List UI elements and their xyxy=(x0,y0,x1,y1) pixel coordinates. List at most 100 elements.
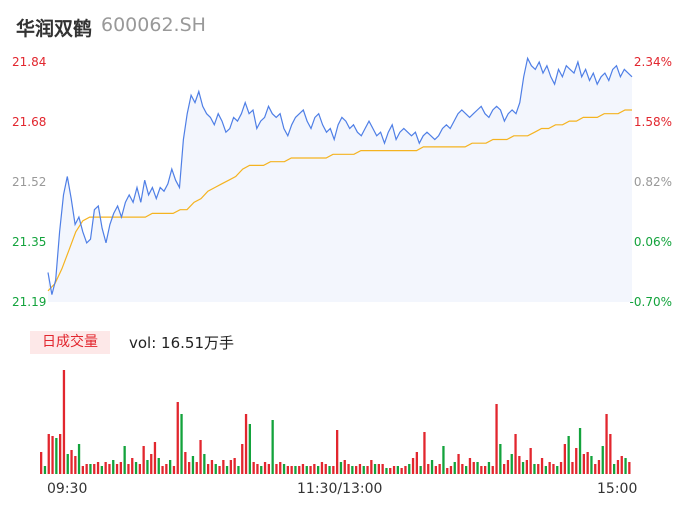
volume-bar xyxy=(567,436,570,474)
volume-bar xyxy=(559,462,563,474)
volume-bar xyxy=(628,462,631,474)
volume-bar xyxy=(199,440,202,474)
volume-bar xyxy=(244,414,248,474)
volume-bar xyxy=(465,466,468,474)
volume-bar xyxy=(590,456,593,474)
x-tick-close: 15:00 xyxy=(597,481,638,497)
volume-bar xyxy=(487,462,491,474)
volume-bar xyxy=(176,402,179,474)
volume-bar xyxy=(134,462,138,474)
volume-bar xyxy=(586,452,589,474)
volume-bar xyxy=(282,464,286,474)
volume-bar xyxy=(81,466,84,474)
volume-bar xyxy=(457,454,460,474)
volume-bar xyxy=(503,464,506,474)
volume-bar xyxy=(298,466,301,474)
volume-bar xyxy=(415,452,418,474)
volume-bar xyxy=(195,462,198,474)
volume-bar xyxy=(210,460,214,474)
y-tick-left-2: 21.68 xyxy=(12,115,47,129)
volume-bar xyxy=(301,464,305,474)
volume-bar xyxy=(548,462,551,474)
volume-bar xyxy=(225,466,229,474)
volume-bar xyxy=(373,464,377,474)
volume-bar xyxy=(404,466,407,474)
volume-bar xyxy=(332,466,335,474)
volume-bar xyxy=(172,466,176,474)
volume-bar xyxy=(355,466,358,474)
volume-bar xyxy=(396,466,399,474)
volume-bar xyxy=(358,464,362,474)
volume-bar xyxy=(613,464,616,474)
average-price-line xyxy=(47,109,632,292)
volume-bar xyxy=(336,430,339,474)
y-tick-left-5: 21.19 xyxy=(12,295,47,309)
volume-bar xyxy=(529,448,532,474)
volume-badge: 日成交量 xyxy=(30,331,110,354)
volume-bar xyxy=(77,444,81,474)
volume-bar xyxy=(597,460,601,474)
volume-bar xyxy=(605,414,608,474)
volume-bar xyxy=(480,466,483,474)
volume-bar xyxy=(609,434,612,474)
volume-bar xyxy=(366,466,369,474)
y-tick-left-3: 21.52 xyxy=(12,175,47,189)
volume-bar xyxy=(537,464,540,474)
volume-bar xyxy=(438,464,441,474)
volume-bar xyxy=(453,462,456,474)
volume-bar xyxy=(514,434,517,474)
volume-bar xyxy=(191,456,195,474)
volume-bar xyxy=(66,454,69,474)
volume-bar xyxy=(263,462,267,474)
volume-bar xyxy=(370,460,373,474)
price-line xyxy=(47,56,633,295)
volume-bar xyxy=(476,462,479,474)
volume-bar xyxy=(85,464,88,474)
volume-bar xyxy=(362,466,365,474)
volume-bar xyxy=(74,456,77,474)
volume-bar xyxy=(294,466,297,474)
volume-bar xyxy=(123,446,126,474)
volume-bar xyxy=(320,462,324,474)
volume-bar xyxy=(525,460,528,474)
volume-bar xyxy=(442,446,445,474)
volume-bar xyxy=(260,466,263,474)
volume-bar xyxy=(131,458,134,474)
volume-bar xyxy=(112,460,115,474)
volume-bar xyxy=(389,468,392,474)
volume-bar xyxy=(339,462,343,474)
volume-bar xyxy=(59,434,62,474)
volume-bar xyxy=(620,456,623,474)
volume-bar xyxy=(252,462,255,474)
volume-bar xyxy=(184,452,187,474)
volume-bar xyxy=(275,464,278,474)
volume-bar xyxy=(165,464,168,474)
volume-bar xyxy=(218,466,221,474)
volume-bar xyxy=(229,460,232,474)
volume-bar xyxy=(138,464,141,474)
volume-bar xyxy=(104,462,107,474)
volume-bar xyxy=(51,436,54,474)
volume-bar xyxy=(343,460,346,474)
volume-bar xyxy=(624,458,627,474)
volume-bar xyxy=(286,466,289,474)
y-tick-right-5: -0.70% xyxy=(629,295,672,309)
volume-bar xyxy=(55,438,58,474)
volume-bar xyxy=(271,420,274,474)
volume-bar xyxy=(127,464,130,474)
volume-bar xyxy=(381,464,384,474)
volume-bar xyxy=(461,464,464,474)
volume-bar xyxy=(115,464,119,474)
volume-bar xyxy=(279,462,282,474)
volume-bar xyxy=(214,464,217,474)
volume-bar xyxy=(521,462,525,474)
volume-bar xyxy=(510,454,513,474)
volume-bar xyxy=(484,466,487,474)
volume-bar xyxy=(146,460,149,474)
x-tick-midday: 11:30/13:00 xyxy=(297,481,383,497)
volume-bar xyxy=(556,466,559,474)
volume-bar xyxy=(237,466,240,474)
volume-bar xyxy=(70,450,73,474)
volume-bar xyxy=(256,464,259,474)
